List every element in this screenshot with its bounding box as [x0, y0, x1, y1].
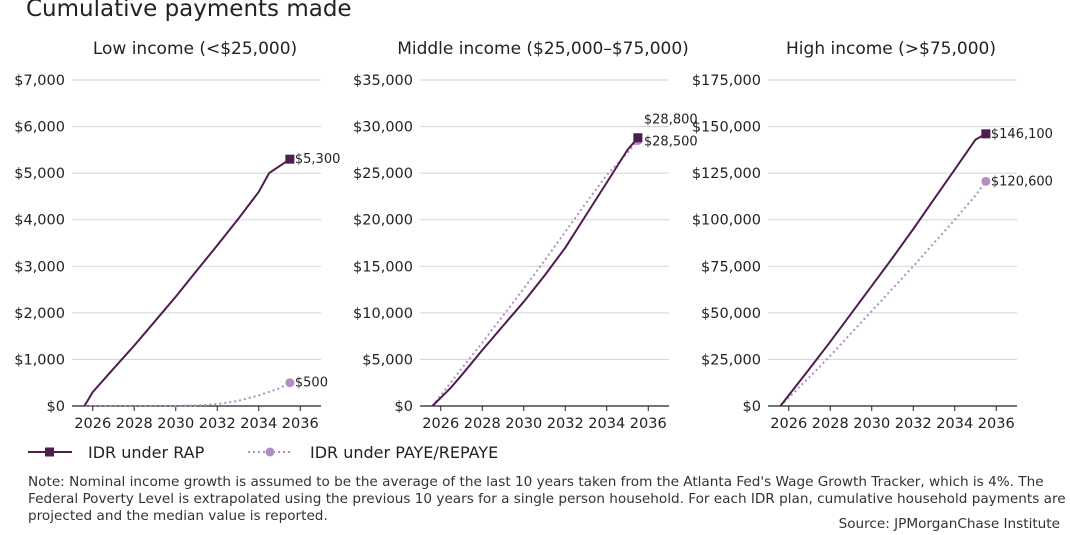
y-tick-label: $0: [47, 399, 65, 415]
panel-title: High income (>$75,000): [786, 39, 996, 59]
panel-1: Low income (<$25,000) $0 $1,000 $2,000 $3,00…: [14, 39, 340, 432]
x-tick-label: 2030: [157, 416, 194, 432]
y-tick-label: $4,000: [14, 213, 65, 229]
legend-rap-marker: [45, 447, 54, 457]
figure-title: Cumulative payments made: [26, 0, 352, 22]
x-tick-label: 2032: [199, 416, 236, 432]
y-tick-label: $125,000: [692, 166, 761, 182]
rap-end-marker: [285, 154, 295, 164]
rap-series-line: [83, 158, 291, 407]
y-tick-label: $3,000: [14, 259, 65, 275]
legend: IDR under RAP IDR under PAYE/REPAYE: [28, 443, 498, 462]
x-tick-label: 2034: [588, 416, 625, 432]
paye-end-label: $500: [295, 376, 328, 391]
x-tick-label: 2028: [464, 416, 501, 432]
rap-end-label: $5,300: [295, 152, 341, 167]
y-tick-label: $30,000: [353, 120, 413, 136]
rap-end-marker: [981, 129, 991, 139]
y-tick-label: $6,000: [14, 120, 65, 136]
rap-series-line: [779, 132, 987, 407]
y-tick-label: $10,000: [353, 306, 413, 322]
panel-3: High income (>$75,000) $0 $25,000 $50,000 $7…: [692, 39, 1053, 432]
y-tick-label: $35,000: [353, 73, 413, 89]
x-tick-label: 2036: [630, 416, 667, 432]
footnote: Note: Nominal income growth is assumed t…: [28, 474, 1066, 524]
y-tick-label: $25,000: [701, 352, 761, 368]
paye-series-line: [779, 180, 987, 407]
y-tick-label: $15,000: [353, 259, 413, 275]
y-tick-label: $5,000: [14, 166, 65, 182]
y-tick-label: $50,000: [701, 306, 761, 322]
y-tick-label: $20,000: [353, 213, 413, 229]
x-tick-label: 2036: [978, 416, 1015, 432]
paye-end-marker: [981, 176, 991, 186]
x-tick-label: 2028: [812, 416, 849, 432]
y-tick-label: $7,000: [14, 73, 65, 89]
charts-canvas: Low income (<$25,000) $0 $1,000 $2,000 $3,00…: [14, 39, 1053, 462]
rap-end-label: $28,800: [644, 113, 698, 128]
y-tick-label: $75,000: [701, 259, 761, 275]
y-tick-label: $175,000: [692, 73, 761, 89]
paye-end-label: $28,500: [644, 135, 698, 150]
panel-2: Middle income ($25,000–$75,000) $0 $5,000 $…: [353, 39, 698, 432]
x-tick-label: 2036: [282, 416, 319, 432]
y-tick-label: $2,000: [14, 306, 65, 322]
x-tick-label: 2028: [116, 416, 153, 432]
y-tick-label: $0: [395, 399, 413, 415]
x-tick-label: 2034: [240, 416, 277, 432]
source-text: Source: JPMorganChase Institute: [838, 516, 1060, 532]
panel-title: Middle income ($25,000–$75,000): [397, 39, 689, 59]
legend-paye-marker: [265, 447, 275, 457]
rap-series-line: [431, 137, 639, 407]
x-tick-label: 2030: [505, 416, 542, 432]
panel-title: Low income (<$25,000): [93, 39, 297, 59]
y-tick-label: $100,000: [692, 213, 761, 229]
paye-series-line: [84, 381, 291, 407]
x-tick-label: 2026: [770, 416, 807, 432]
y-tick-label: $150,000: [692, 120, 761, 136]
x-tick-label: 2034: [936, 416, 973, 432]
paye-end-label: $120,600: [991, 174, 1053, 189]
y-tick-label: $0: [743, 399, 761, 415]
x-tick-label: 2032: [547, 416, 584, 432]
y-tick-label: $25,000: [353, 166, 413, 182]
rap-end-marker: [633, 133, 643, 143]
x-tick-label: 2026: [74, 416, 111, 432]
legend-rap-label: IDR under RAP: [88, 443, 205, 462]
x-tick-label: 2030: [853, 416, 890, 432]
y-tick-label: $5,000: [362, 352, 413, 368]
paye-end-marker: [285, 378, 295, 388]
x-tick-label: 2032: [895, 416, 932, 432]
x-tick-label: 2026: [422, 416, 459, 432]
legend-paye-label: IDR under PAYE/REPAYE: [310, 443, 498, 462]
rap-end-label: $146,100: [991, 127, 1053, 142]
y-tick-label: $1,000: [14, 352, 65, 368]
